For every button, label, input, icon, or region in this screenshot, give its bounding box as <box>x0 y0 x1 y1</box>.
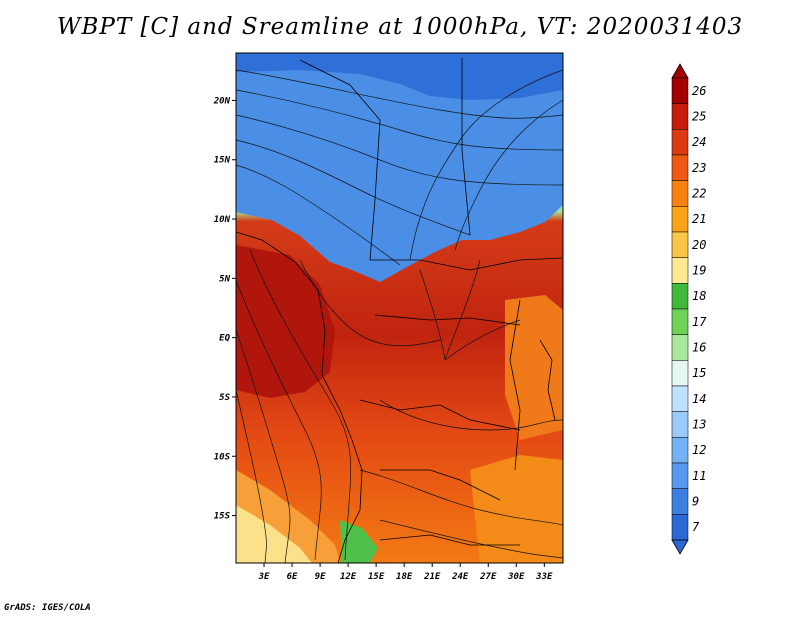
lat-label: EQ <box>219 334 230 344</box>
colorbar-label: 7 <box>692 520 700 534</box>
lat-label: 10S <box>214 452 231 462</box>
colorbar-label: 18 <box>692 289 706 303</box>
longitude-axis: 3E 6E 9E 12E 15E 18E 21E 24E 27E 30E 33E <box>258 563 553 582</box>
colorbar-swatch <box>671 514 689 541</box>
colorbar-label: 16 <box>692 341 706 355</box>
colorbar-swatch <box>671 385 689 412</box>
latitude-axis: 20N 15N 10N 5N EQ 5S 10S 15S <box>213 96 236 522</box>
colorbar-swatch <box>671 488 689 515</box>
colorbar-swatch <box>671 257 689 284</box>
lon-label: 9E <box>315 572 326 582</box>
orange-east-lakes <box>505 295 563 440</box>
colorbar-swatch <box>671 129 689 156</box>
lon-label: 12E <box>340 572 357 582</box>
cold-core-north <box>236 53 563 100</box>
colorbar-label: 17 <box>692 315 707 329</box>
colorbar-label: 14 <box>692 392 706 406</box>
colorbar-label: 21 <box>692 212 706 226</box>
country-borders <box>236 58 563 563</box>
warm-core-west <box>236 245 335 398</box>
colorbar-label: 24 <box>692 135 706 149</box>
colorbar-label: 22 <box>692 187 706 201</box>
colorbar-swatch <box>671 77 689 104</box>
colorbar-swatch <box>671 231 689 258</box>
colorbar-label: 11 <box>692 469 706 483</box>
colorbar-label: 9 <box>692 495 699 509</box>
lon-label: 15E <box>368 572 385 582</box>
colorbar-swatch <box>671 308 689 335</box>
lon-label: 33E <box>535 572 553 582</box>
lon-label: 3E <box>258 572 270 582</box>
lon-label: 6E <box>287 572 298 582</box>
colorbar-top-arrow <box>671 63 689 79</box>
colorbar-swatch <box>671 462 689 489</box>
orange-southeast <box>470 455 563 563</box>
colorbar-label: 26 <box>692 84 706 98</box>
colorbar-label: 19 <box>692 264 706 278</box>
colorbar-label: 15 <box>692 366 706 380</box>
lat-label: 10N <box>214 215 231 225</box>
lon-label: 24E <box>451 572 469 582</box>
map-area <box>236 53 563 563</box>
colorbar-label: 12 <box>692 443 706 457</box>
colorbar-swatch <box>671 437 689 464</box>
colorbar-label: 13 <box>692 418 706 432</box>
colorbar-swatch <box>671 206 689 233</box>
map-frame <box>235 52 564 564</box>
map-title: WBPT [C] and Sreamline at 1000hPa, VT: 2… <box>56 14 744 40</box>
lat-label: 15N <box>214 156 231 166</box>
cold-region-north <box>236 53 563 282</box>
colorbar-label: 20 <box>692 238 706 252</box>
lat-label: 5S <box>219 393 230 403</box>
colorbar-swatch <box>671 103 689 130</box>
colorbar-swatch <box>671 360 689 387</box>
streamlines <box>236 69 563 563</box>
colorbar-swatch <box>671 283 689 310</box>
colorbar-bottom-arrow <box>671 539 689 555</box>
lat-label: 15S <box>214 512 231 522</box>
pale-southwest <box>236 505 312 563</box>
lon-label: 21E <box>423 572 441 582</box>
colorbar: 26 25 24 23 22 21 20 19 18 17 16 15 14 13 12 11 9 7 <box>671 63 707 555</box>
colorbar-swatch <box>671 411 689 438</box>
lat-label: 20N <box>213 96 231 106</box>
colorbar-swatch <box>671 180 689 207</box>
colorbar-label: 25 <box>692 110 706 124</box>
lon-label: 30E <box>507 572 525 582</box>
colorbar-swatch <box>671 334 689 361</box>
lon-label: 18E <box>396 572 413 582</box>
lat-label: 5N <box>219 274 230 284</box>
colorbar-swatch <box>671 154 689 181</box>
colorbar-label: 23 <box>692 161 706 175</box>
lon-label: 27E <box>479 572 497 582</box>
credit-text: GrADS: IGES/COLA <box>4 603 91 613</box>
